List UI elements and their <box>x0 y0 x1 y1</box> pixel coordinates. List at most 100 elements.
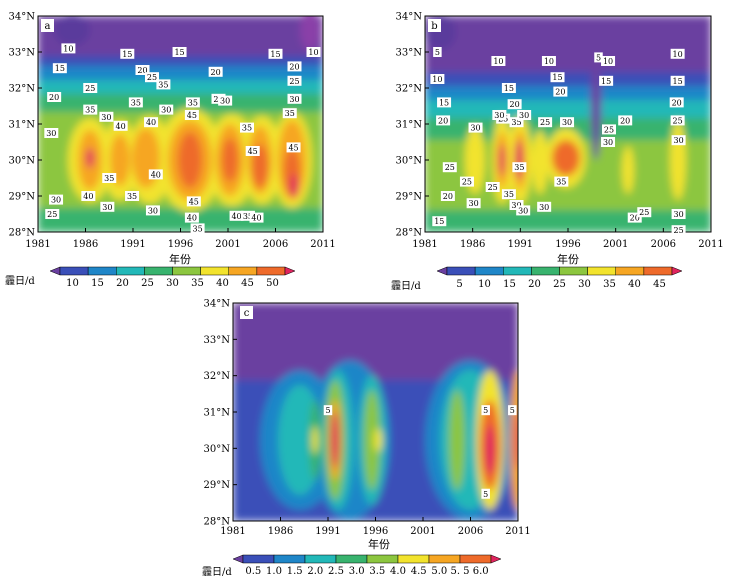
panel-b-label-bg <box>428 19 441 32</box>
contour-label: 35 <box>158 80 168 89</box>
contour-label-bg <box>508 405 517 416</box>
panel-a-label-bg <box>41 19 54 32</box>
panel-c-xlabel: 年份 <box>368 537 390 551</box>
contour-label: 30 <box>562 118 572 127</box>
contour-label: 10 <box>493 57 503 66</box>
panel-c-label-bg <box>240 306 253 319</box>
contour-label: 30 <box>494 111 504 120</box>
contour-label-bg <box>481 405 490 416</box>
x-tick-label: 2001 <box>410 526 435 537</box>
contour-label-bg <box>669 97 684 108</box>
panel-c-label: c <box>244 308 250 319</box>
contour-label-bg <box>550 72 565 83</box>
contour-label: 30 <box>46 129 56 138</box>
contour-label-bg <box>184 212 199 223</box>
contour-label: 35 <box>188 98 198 107</box>
contour-label: 30 <box>603 138 613 147</box>
contour-label-bg <box>627 212 642 223</box>
contour-label-bg <box>491 56 506 66</box>
contour-label: 40 <box>146 118 156 127</box>
contour-label: 30 <box>161 106 171 115</box>
contour-label: 25 <box>639 208 649 217</box>
contour-label-bg <box>282 108 297 119</box>
colorbar-tick-label: 5. 5 <box>450 566 469 577</box>
contour-label-bg <box>156 79 171 90</box>
colorbar-segment <box>49 266 61 276</box>
colorbar-tick-label: 1.5 <box>287 566 303 577</box>
colorbar-segment <box>273 554 306 564</box>
contour-label-bg <box>671 209 686 219</box>
contour-label-bg <box>501 189 516 200</box>
contour-label-bg <box>287 61 302 72</box>
contour-label-bg <box>218 95 233 106</box>
panel-a-xlabel: 年份 <box>169 252 191 266</box>
contour-label-bg <box>618 115 633 126</box>
contour-label: 15 <box>174 48 184 57</box>
contour-label: 15 <box>122 50 132 59</box>
x-tick-label: 2011 <box>698 239 723 250</box>
colorbar-tick-label: 35 <box>191 278 204 289</box>
colorbar-segment <box>304 554 337 564</box>
contour-label-bg <box>44 128 59 138</box>
y-tick-label: 33°N <box>396 48 423 59</box>
colorbar-segment <box>242 554 275 564</box>
x-tick-label: 1981 <box>220 526 245 537</box>
y-tick-label: 31°N <box>9 120 36 131</box>
contour-label-bg <box>190 223 205 234</box>
x-tick-label: 2011 <box>310 239 335 250</box>
contour-label: 30 <box>148 206 158 215</box>
contour-label-bg <box>120 48 135 59</box>
contour-label-bg <box>240 122 254 133</box>
colorbar-tick-label: 40 <box>628 279 641 290</box>
colorbar-tick-label: 40 <box>216 278 229 289</box>
contour-label: 35 <box>242 124 252 133</box>
contour-label: 40 <box>251 214 261 223</box>
colorbar-tick-label: 30 <box>166 278 179 289</box>
contour-label-bg <box>509 200 524 210</box>
contour-label: 45 <box>288 143 298 152</box>
contour-label-bg <box>145 205 160 216</box>
contour-label-bg <box>81 191 96 201</box>
contour-label: 40 <box>116 122 126 131</box>
panel-c-axes: 1981 1986 1991 1996 2001 2006 2011 28°N 29°N 30°N… <box>204 299 531 538</box>
panel-c-contour-labels: 5 5 5 5 <box>323 405 517 499</box>
contour-label-bg <box>240 210 255 221</box>
colorbar-segment <box>59 266 89 276</box>
contour-label-bg <box>100 201 115 212</box>
contour-label-bg <box>554 176 569 187</box>
panel-a-contour-labels: 1015202530354030253040353035152025354040… <box>44 43 321 234</box>
contour-label: 15 <box>552 73 562 82</box>
contour-label: 45 <box>189 197 199 206</box>
contour-label: 20 <box>438 116 448 125</box>
contour-label-bg <box>113 120 128 131</box>
contour-label-bg <box>323 405 333 416</box>
contour-label: 40 <box>83 192 93 201</box>
contour-label-bg <box>306 47 321 57</box>
colorbar-tick-label: 25 <box>141 278 154 289</box>
contour-label: 25 <box>604 125 614 134</box>
contour-label-bg <box>45 209 60 219</box>
contour-label: 35 <box>127 192 137 201</box>
contour-label-bg <box>172 47 187 57</box>
colorbar-segment <box>228 266 258 276</box>
colorbar-tick-label: 10 <box>478 279 491 290</box>
x-tick-label: 1996 <box>363 526 388 537</box>
contour-label: 25 <box>147 73 157 82</box>
contour-label-bg <box>485 182 500 192</box>
contour-label: 25 <box>289 77 299 86</box>
contour-label: 20 <box>555 88 565 97</box>
contour-label-bg <box>245 146 260 156</box>
x-tick-label: 1986 <box>268 526 293 537</box>
colorbar-tick-label: 20 <box>528 279 541 290</box>
contour-label-bg <box>430 74 445 84</box>
contour-label-bg <box>184 110 199 120</box>
contour-label-bg <box>601 124 616 135</box>
colorbar-segment <box>559 266 588 276</box>
colorbar-tick-label: 1.0 <box>266 566 282 577</box>
contour-label-bg <box>442 162 457 173</box>
panel-b-colorbar-label: 霾日/d <box>391 280 421 292</box>
colorbar-segment <box>200 266 229 276</box>
y-tick-label: 34°N <box>9 12 36 23</box>
x-tick-label: 1991 <box>508 239 533 250</box>
y-tick-label: 28°N <box>396 228 423 239</box>
